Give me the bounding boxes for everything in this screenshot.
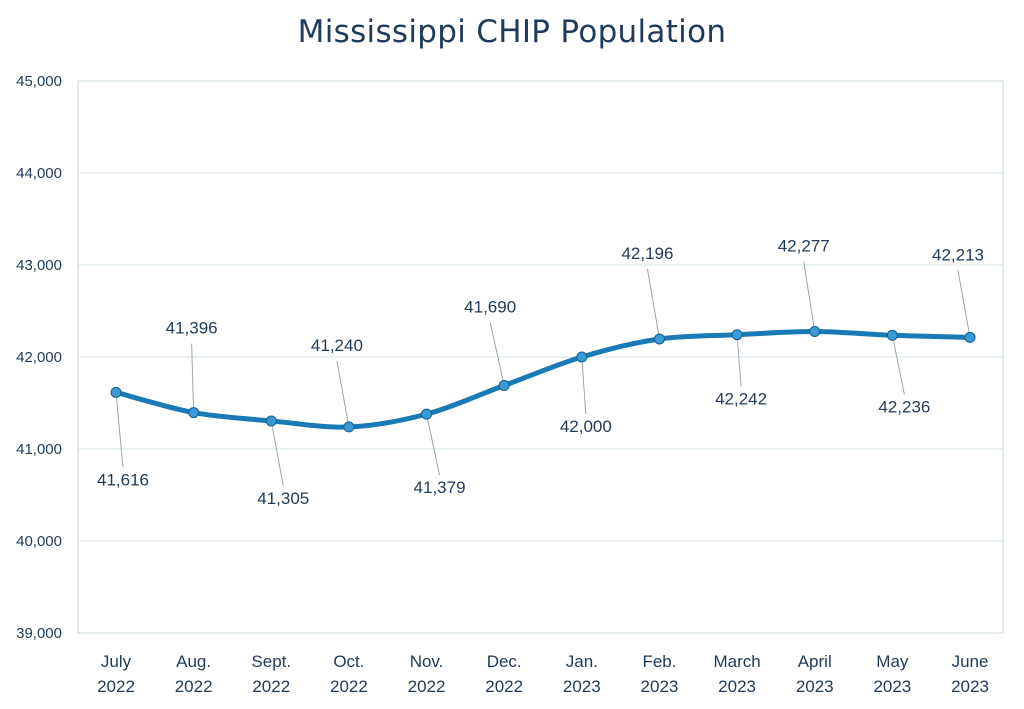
gridlines xyxy=(78,172,1003,542)
x-tick-year: 2022 xyxy=(330,677,368,696)
data-point xyxy=(265,415,277,427)
y-tick-label: 44,000 xyxy=(16,165,62,182)
x-tick-month: April xyxy=(798,652,832,671)
x-tick-year: 2023 xyxy=(718,677,756,696)
data-label: 41,379 xyxy=(414,478,466,497)
x-tick-year: 2022 xyxy=(408,677,446,696)
x-tick-label: April 2023 xyxy=(796,652,834,696)
leader-line xyxy=(736,334,742,387)
data-point xyxy=(886,329,898,341)
x-tick-month: July xyxy=(101,652,132,671)
leader-line xyxy=(891,335,905,395)
data-point xyxy=(343,421,355,433)
data-point xyxy=(731,329,743,341)
leader-line xyxy=(489,322,505,386)
x-axis: July 2022 Aug. 2022 Sept. 2022 Oct. 2022 Nov. 202… xyxy=(97,652,989,696)
data-label: 41,396 xyxy=(166,319,218,338)
x-tick-year: 2022 xyxy=(97,677,135,696)
series-line-layer xyxy=(113,329,973,430)
x-tick-label: Sept. 2022 xyxy=(251,652,291,696)
chart-title: Mississippi CHIP Population xyxy=(297,14,727,50)
data-point xyxy=(576,351,588,363)
x-tick-label: Aug. 2022 xyxy=(175,652,213,696)
x-tick-label: Nov. 2022 xyxy=(408,652,446,696)
data-label: 41,690 xyxy=(464,298,516,317)
data-point xyxy=(188,407,200,419)
data-label: 42,213 xyxy=(932,245,984,264)
leader-line xyxy=(336,360,350,428)
x-tick-year: 2023 xyxy=(796,677,834,696)
x-tick-month: June xyxy=(952,652,989,671)
markers xyxy=(110,326,976,433)
x-tick-label: June 2023 xyxy=(951,652,989,696)
x-tick-label: July 2022 xyxy=(97,652,135,696)
data-label: 41,305 xyxy=(257,489,309,508)
leader-lines xyxy=(115,261,971,487)
data-label: 42,000 xyxy=(560,417,612,436)
x-tick-month: Jan. xyxy=(566,652,598,671)
data-label: 42,242 xyxy=(715,390,767,409)
data-label: 42,196 xyxy=(621,244,673,263)
x-tick-month: Dec. xyxy=(487,652,522,671)
leader-line xyxy=(581,356,587,415)
leader-line xyxy=(957,270,971,338)
y-tick-label: 40,000 xyxy=(16,533,62,550)
x-tick-label: Jan. 2023 xyxy=(563,652,601,696)
x-tick-month: March xyxy=(713,652,760,671)
x-tick-label: May 2023 xyxy=(873,652,911,696)
data-point xyxy=(421,408,433,420)
data-label: 41,240 xyxy=(311,336,363,355)
x-tick-year: 2022 xyxy=(175,677,213,696)
x-tick-month: Oct. xyxy=(333,652,364,671)
data-label: 42,277 xyxy=(778,237,830,256)
x-tick-year: 2023 xyxy=(563,677,601,696)
leader-line xyxy=(191,343,195,413)
data-point xyxy=(110,386,122,398)
x-tick-month: Sept. xyxy=(251,652,291,671)
leader-line xyxy=(270,420,284,487)
x-tick-label: Dec. 2022 xyxy=(485,652,523,696)
x-tick-year: 2022 xyxy=(485,677,523,696)
y-tick-label: 42,000 xyxy=(16,349,62,366)
data-point xyxy=(964,331,976,343)
plot-area-border xyxy=(77,80,1004,634)
data-point xyxy=(809,326,821,338)
leader-line xyxy=(426,414,441,476)
x-tick-year: 2023 xyxy=(951,677,989,696)
leader-line xyxy=(646,268,660,340)
data-label: 42,236 xyxy=(878,397,930,416)
x-tick-month: May xyxy=(876,652,909,671)
x-tick-month: Feb. xyxy=(642,652,676,671)
leader-line xyxy=(803,261,816,332)
leader-line xyxy=(115,392,124,468)
x-tick-year: 2023 xyxy=(641,677,679,696)
x-tick-label: March 2023 xyxy=(713,652,760,696)
x-tick-year: 2022 xyxy=(252,677,290,696)
data-label: 41,616 xyxy=(97,470,149,489)
data-labels: 41,616 41,396 41,305 41,240 41,379 41,690 42,0… xyxy=(97,237,984,508)
series-line xyxy=(113,329,973,430)
x-tick-month: Nov. xyxy=(410,652,444,671)
y-tick-label: 39,000 xyxy=(16,625,62,642)
data-point xyxy=(653,333,665,345)
x-tick-month: Aug. xyxy=(176,652,211,671)
y-tick-label: 41,000 xyxy=(16,441,62,458)
x-tick-label: Oct. 2022 xyxy=(330,652,368,696)
y-tick-label: 45,000 xyxy=(16,73,62,90)
x-tick-year: 2023 xyxy=(873,677,911,696)
data-point xyxy=(498,380,510,392)
y-tick-label: 43,000 xyxy=(16,257,62,274)
y-axis: 39,000 40,000 41,000 42,000 43,000 44,000 45,0… xyxy=(16,73,62,642)
x-tick-label: Feb. 2023 xyxy=(641,652,679,696)
